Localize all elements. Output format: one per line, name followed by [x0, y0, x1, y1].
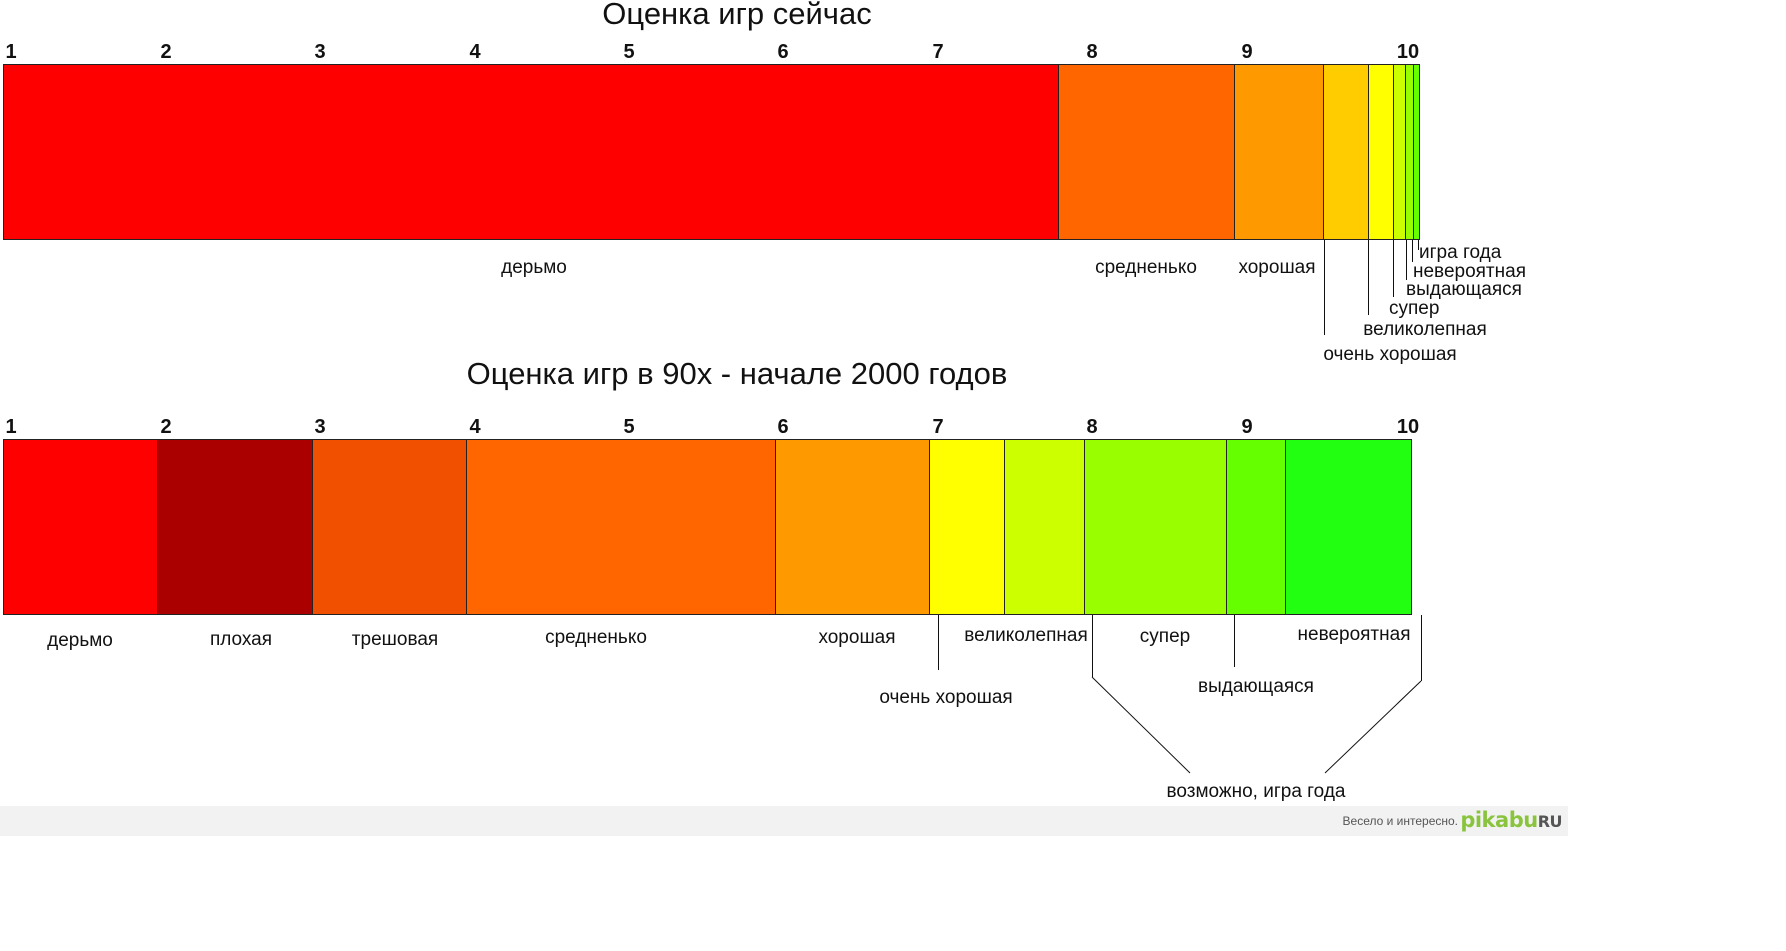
label-super: супер [1139, 626, 1191, 647]
scale-segment [1057, 64, 1235, 240]
chart-90s-title: Оценка игр в 90х - начале 2000 годов [466, 356, 1008, 391]
scale-segment [1284, 439, 1413, 615]
logo-text: pikabu [1460, 808, 1538, 832]
tick-9: 9 [1241, 416, 1253, 438]
label-very-good: очень хорошая [879, 687, 1013, 708]
scale-segment [1083, 439, 1227, 615]
leader-line [1421, 615, 1422, 681]
tick-8: 8 [1086, 41, 1098, 63]
tick-6: 6 [777, 416, 789, 438]
scale-segment [929, 439, 1005, 615]
leader-line [1092, 615, 1093, 677]
scale-segment [1233, 64, 1325, 240]
label-outstanding: выдающаяся [1198, 676, 1314, 697]
scale-segment [1323, 64, 1369, 240]
label-goty: игра года [1419, 242, 1502, 263]
label-super: супер [1389, 298, 1440, 319]
label-mediocre: средненько [1095, 257, 1197, 278]
tick-10: 10 [1396, 41, 1420, 63]
leader-line [1368, 240, 1369, 315]
leader-line [1234, 615, 1235, 667]
label-maybe-goty: возможно, игра года [1166, 781, 1346, 802]
leader-line [1406, 240, 1407, 280]
leader-line [1393, 240, 1394, 297]
tick-5: 5 [623, 41, 635, 63]
label-magnificent: великолепная [964, 625, 1088, 646]
scale-segment [3, 439, 159, 615]
tick-7: 7 [932, 416, 944, 438]
label-crap: дерьмо [47, 630, 113, 651]
tick-2: 2 [160, 41, 172, 63]
scale-segment [1412, 64, 1420, 240]
label-good: хорошая [818, 627, 896, 648]
label-incredible: невероятная [1413, 261, 1526, 282]
label-mediocre: средненько [545, 627, 647, 648]
tick-4: 4 [469, 416, 481, 438]
chart-90s-bar [3, 439, 1421, 615]
label-very-good: очень хорошая [1323, 344, 1457, 365]
tick-3: 3 [314, 41, 326, 63]
leader-line [1412, 240, 1413, 262]
label-magnificent: великолепная [1363, 319, 1487, 340]
tick-1: 1 [5, 41, 17, 63]
chart-now-title: Оценка игр сейчас [602, 0, 872, 31]
tick-7: 7 [932, 41, 944, 63]
tick-8: 8 [1086, 416, 1098, 438]
site-logo[interactable]: pikabuRU [1460, 808, 1562, 832]
scale-segment [466, 439, 776, 615]
label-good: хорошая [1238, 257, 1316, 278]
tick-5: 5 [623, 416, 635, 438]
leader-line [1418, 240, 1419, 250]
scale-segment [1225, 439, 1286, 615]
tick-2: 2 [160, 416, 172, 438]
leader-line [1324, 240, 1325, 335]
label-crap: дерьмо [501, 257, 567, 278]
chart-now-bar [3, 64, 1421, 240]
footer-slogan: Весело и интересно. [1342, 814, 1458, 828]
scale-segment [775, 439, 931, 615]
tick-4: 4 [469, 41, 481, 63]
footer-bar: Весело и интересно. pikabuRU [0, 806, 1568, 836]
tick-10: 10 [1396, 416, 1420, 438]
leader-line [938, 615, 939, 670]
tick-1: 1 [5, 416, 17, 438]
goty-bracket-lines [1091, 676, 1422, 774]
scale-segment [1003, 439, 1085, 615]
logo-tld: RU [1537, 812, 1563, 831]
tick-3: 3 [314, 416, 326, 438]
label-bad: плохая [209, 629, 273, 650]
tick-9: 9 [1241, 41, 1253, 63]
label-incredible: невероятная [1297, 624, 1411, 645]
label-outstanding: выдающаяся [1406, 279, 1522, 300]
label-trash: трешовая [351, 629, 439, 650]
tick-6: 6 [777, 41, 789, 63]
